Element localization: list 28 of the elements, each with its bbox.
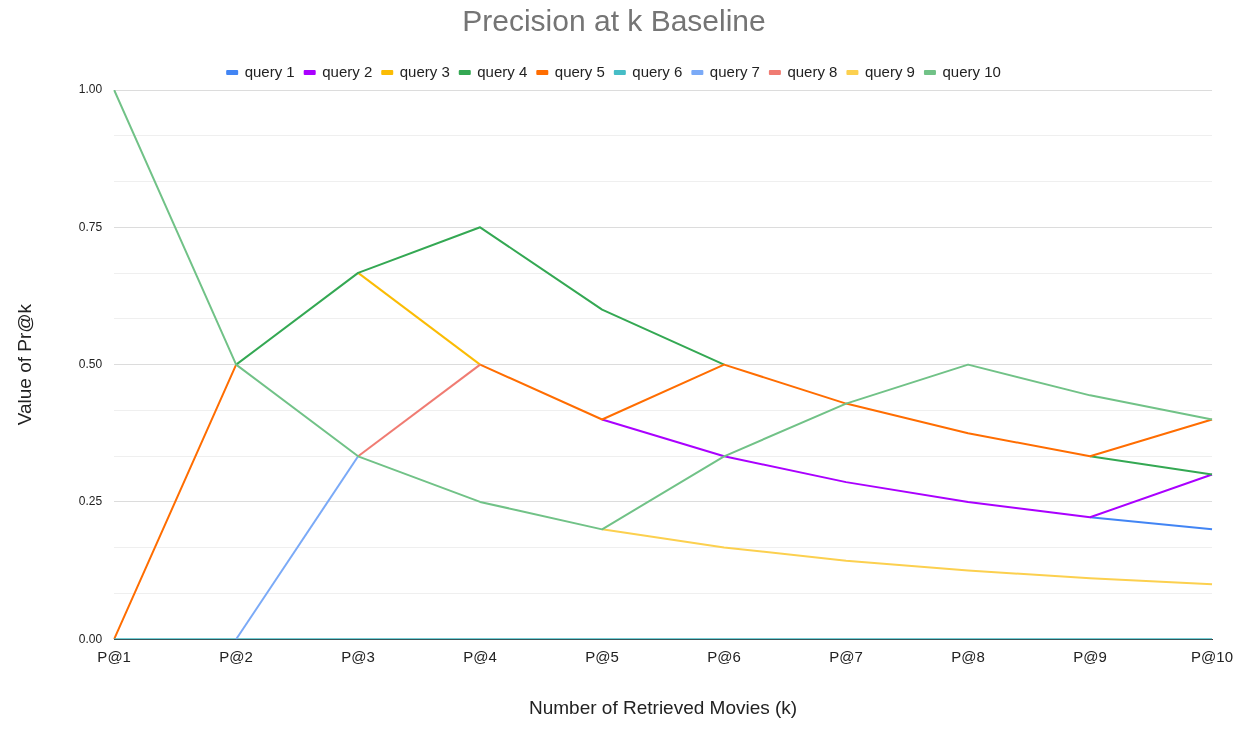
x-tick-label: P@6 [707,648,741,666]
legend-label: query 6 [632,62,683,80]
x-tick-label: P@5 [585,648,619,666]
x-tick-label: P@7 [829,648,863,666]
y-tick-label: 0.50 [78,356,103,371]
legend-label: query 1 [244,62,295,80]
x-tick-label: P@8 [951,648,985,666]
x-tick-label: P@2 [219,648,253,666]
x-tick-label: P@9 [1073,648,1107,666]
x-tick-label: P@10 [1191,648,1233,666]
legend-label: query 5 [554,62,605,80]
x-axis-title: Number of Retrieved Movies (k) [529,696,798,718]
legend-label: query 7 [709,62,760,80]
y-axis-title: Value of Pr@k [13,303,35,426]
chart-title: Precision at k Baseline [462,4,766,38]
legend-label: query 10 [942,62,1001,80]
y-tick-label: 0.25 [78,494,103,509]
y-tick-label: 1.00 [78,82,103,97]
legend-label: query 9 [864,62,915,80]
legend-label: query 3 [399,62,450,80]
x-tick-label: P@4 [463,648,497,666]
legend-label: query 2 [322,62,373,80]
y-tick-label: 0.00 [78,631,103,646]
legend-label: query 4 [477,62,528,80]
legend-label: query 8 [787,62,838,80]
x-tick-label: P@3 [341,648,375,666]
x-tick-label: P@1 [97,648,131,666]
y-tick-label: 0.75 [78,219,103,234]
